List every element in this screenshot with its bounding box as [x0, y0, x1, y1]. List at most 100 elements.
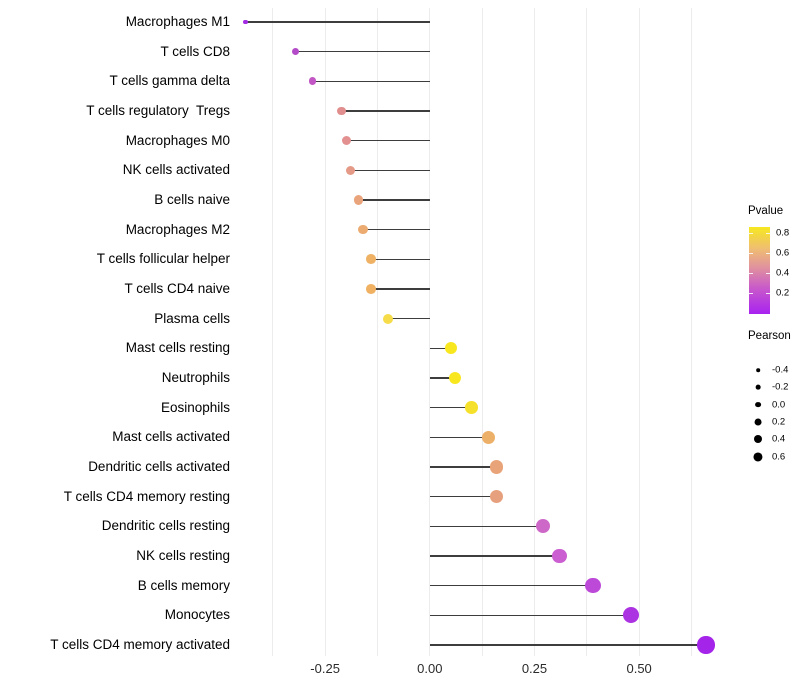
lollipop-dot	[448, 371, 461, 385]
lollipop-stem	[358, 199, 430, 201]
lollipop-dot	[535, 519, 550, 534]
lollipop-stem	[429, 377, 455, 379]
pearson-legend-dot	[753, 451, 763, 462]
pearson-legend-label: -0.2	[772, 381, 789, 393]
lollipop-dot	[366, 254, 377, 265]
lollipop-dot	[481, 430, 495, 444]
lollipop-stem	[429, 347, 451, 350]
gridline	[376, 8, 378, 656]
gridline	[429, 8, 431, 656]
lollipop-stem	[429, 584, 594, 587]
lollipop-stem	[429, 406, 472, 409]
lollipop-dot	[444, 342, 457, 355]
lollipop-dot	[490, 490, 504, 504]
pearson-legend-label: 0.0	[772, 399, 786, 411]
lollipop-dot	[337, 106, 347, 116]
pvalue-colorbar-tick	[749, 233, 753, 234]
pvalue-tick-label: 0.2	[776, 287, 790, 299]
category-label: T cells CD4 memory resting	[63, 488, 230, 504]
lollipop-stem	[429, 495, 497, 498]
pvalue-colorbar-tick	[766, 273, 770, 274]
lollipop-dot	[585, 578, 601, 594]
gridline	[481, 8, 483, 656]
lollipop-dot	[308, 77, 317, 86]
category-label: B cells naive	[154, 192, 230, 207]
pvalue-legend: Pvalue 0.8 0.6 0.4 0.2	[748, 205, 800, 314]
category-label: NK cells activated	[122, 162, 230, 178]
pearson-legend-dot	[755, 401, 761, 408]
pearson-legend-label: 0.6	[772, 451, 786, 462]
gridline	[324, 8, 326, 656]
pearson-legend-label: -0.4	[772, 364, 789, 376]
gridline	[586, 8, 588, 656]
category-label: B cells memory	[137, 577, 230, 593]
category-label: Eosinophils	[160, 399, 230, 415]
pearson-legend: Pearson -0.4 -0.2 0.0 0.2 0.4 0.6	[748, 330, 800, 462]
lollipop-stem	[429, 555, 560, 557]
pvalue-tick-label: 0.4	[776, 267, 790, 279]
gridline	[533, 8, 535, 656]
lollipop-dot	[243, 19, 248, 25]
lollipop-dot	[292, 48, 300, 56]
category-label: Macrophages M1	[125, 14, 230, 29]
lollipop-dot	[358, 224, 368, 235]
lollipop-stem	[371, 288, 430, 290]
category-label: Macrophages M0	[125, 132, 230, 148]
x-tick-label: 0.50	[626, 661, 652, 676]
pvalue-legend-title: Pvalue	[748, 205, 784, 217]
lollipop-stem	[371, 258, 430, 261]
lollipop-stem	[350, 169, 430, 172]
lollipop-dot	[465, 401, 478, 414]
lollipop-dot	[345, 165, 355, 175]
pvalue-tick-label: 0.6	[776, 247, 790, 259]
lollipop-dot	[341, 136, 351, 146]
pvalue-colorbar-tick	[766, 253, 770, 254]
category-label: NK cells resting	[136, 548, 230, 563]
lollipop-dot	[622, 607, 639, 624]
pvalue-tick-label: 0.8	[776, 227, 790, 239]
lollipop-stem	[429, 466, 497, 468]
category-label: T cells CD4 memory activated	[50, 637, 230, 652]
category-label: Dendritic cells resting	[101, 518, 230, 534]
lollipop-stem	[429, 644, 707, 646]
lollipop-dot	[382, 313, 394, 324]
pearson-legend-dot	[754, 435, 762, 444]
gridline	[638, 8, 640, 656]
category-label: T cells regulatory Tregs	[86, 103, 230, 118]
pvalue-colorbar-tick	[766, 293, 770, 294]
category-label: T cells CD8	[160, 43, 230, 59]
lollipop-stem	[312, 80, 430, 83]
x-tick-label: -0.25	[310, 661, 340, 676]
lollipop-stem	[341, 110, 430, 112]
x-tick-label: 0.00	[417, 661, 443, 676]
lollipop-dot	[697, 636, 715, 654]
lollipop-stem	[429, 436, 489, 439]
category-label: Neutrophils	[161, 370, 230, 385]
category-label: Dendritic cells activated	[88, 459, 230, 474]
category-label: Macrophages M2	[125, 221, 230, 237]
category-label: Mast cells resting	[125, 340, 230, 356]
category-label: T cells CD4 naive	[124, 281, 230, 296]
lollipop-stem	[387, 317, 430, 320]
pvalue-colorbar-tick	[749, 273, 753, 274]
pearson-legend-title: Pearson	[748, 330, 791, 342]
gridline	[690, 8, 692, 656]
pvalue-colorbar-tick	[749, 253, 753, 254]
category-label: T cells gamma delta	[109, 73, 230, 89]
lollipop-dot	[552, 548, 567, 564]
pearson-legend-dot	[756, 368, 760, 372]
lollipop-dot	[366, 284, 377, 294]
x-tick-label: 0.25	[521, 661, 548, 676]
pearson-legend-dot	[755, 384, 761, 390]
category-label: T cells follicular helper	[96, 251, 230, 267]
pvalue-colorbar-tick	[766, 233, 770, 234]
pvalue-gradient-bar	[749, 227, 770, 314]
lollipop-dot	[490, 460, 504, 474]
pvalue-colorbar-tick	[749, 293, 753, 294]
pearson-legend-label: 0.2	[772, 416, 786, 428]
lollipop-stem	[346, 139, 430, 142]
lollipop-stem	[295, 50, 430, 53]
lollipop-stem	[429, 614, 631, 617]
lollipop-dot	[353, 195, 364, 205]
